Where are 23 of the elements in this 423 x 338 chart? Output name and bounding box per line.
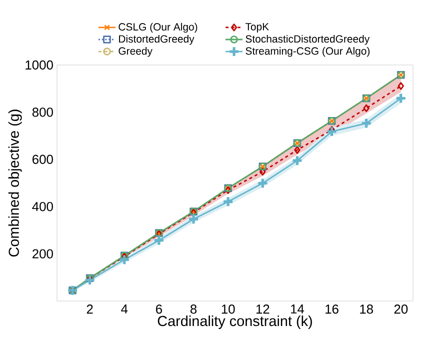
x-axis-title: Cardinality constraint (k) xyxy=(158,316,312,329)
legend-label: DistortedGreedy xyxy=(119,34,194,45)
y-tick-label: 600 xyxy=(32,154,53,164)
x-tick-label: 2 xyxy=(86,304,93,314)
x-tick-label: 16 xyxy=(326,304,338,314)
y-tick-label: 800 xyxy=(32,108,53,117)
legend-label: TopK xyxy=(245,23,269,32)
y-tick-label: 200 xyxy=(32,249,53,258)
x-tick-label: 18 xyxy=(360,304,373,314)
y-tick-label: 400 xyxy=(32,202,53,212)
x-tick-label: 8 xyxy=(190,304,197,314)
legend-label: Streaming-CSG (Our Algo) xyxy=(246,47,370,57)
x-tick-label: 4 xyxy=(121,304,128,314)
x-tick-label: 14 xyxy=(290,304,304,314)
legend-label: Greedy xyxy=(118,47,152,57)
x-tick-label: 6 xyxy=(156,304,162,314)
legend-label: CSLG (Our Algo) xyxy=(118,22,198,33)
y-tick-label: 1000 xyxy=(26,60,53,70)
x-tick-label: 12 xyxy=(256,304,270,314)
x-tick-label: 10 xyxy=(222,304,235,314)
x-tick-label: 20 xyxy=(394,304,408,314)
legend-label: StochasticDistortedGreedy xyxy=(246,34,370,45)
y-axis-title: Combined objective (g) xyxy=(8,110,22,257)
